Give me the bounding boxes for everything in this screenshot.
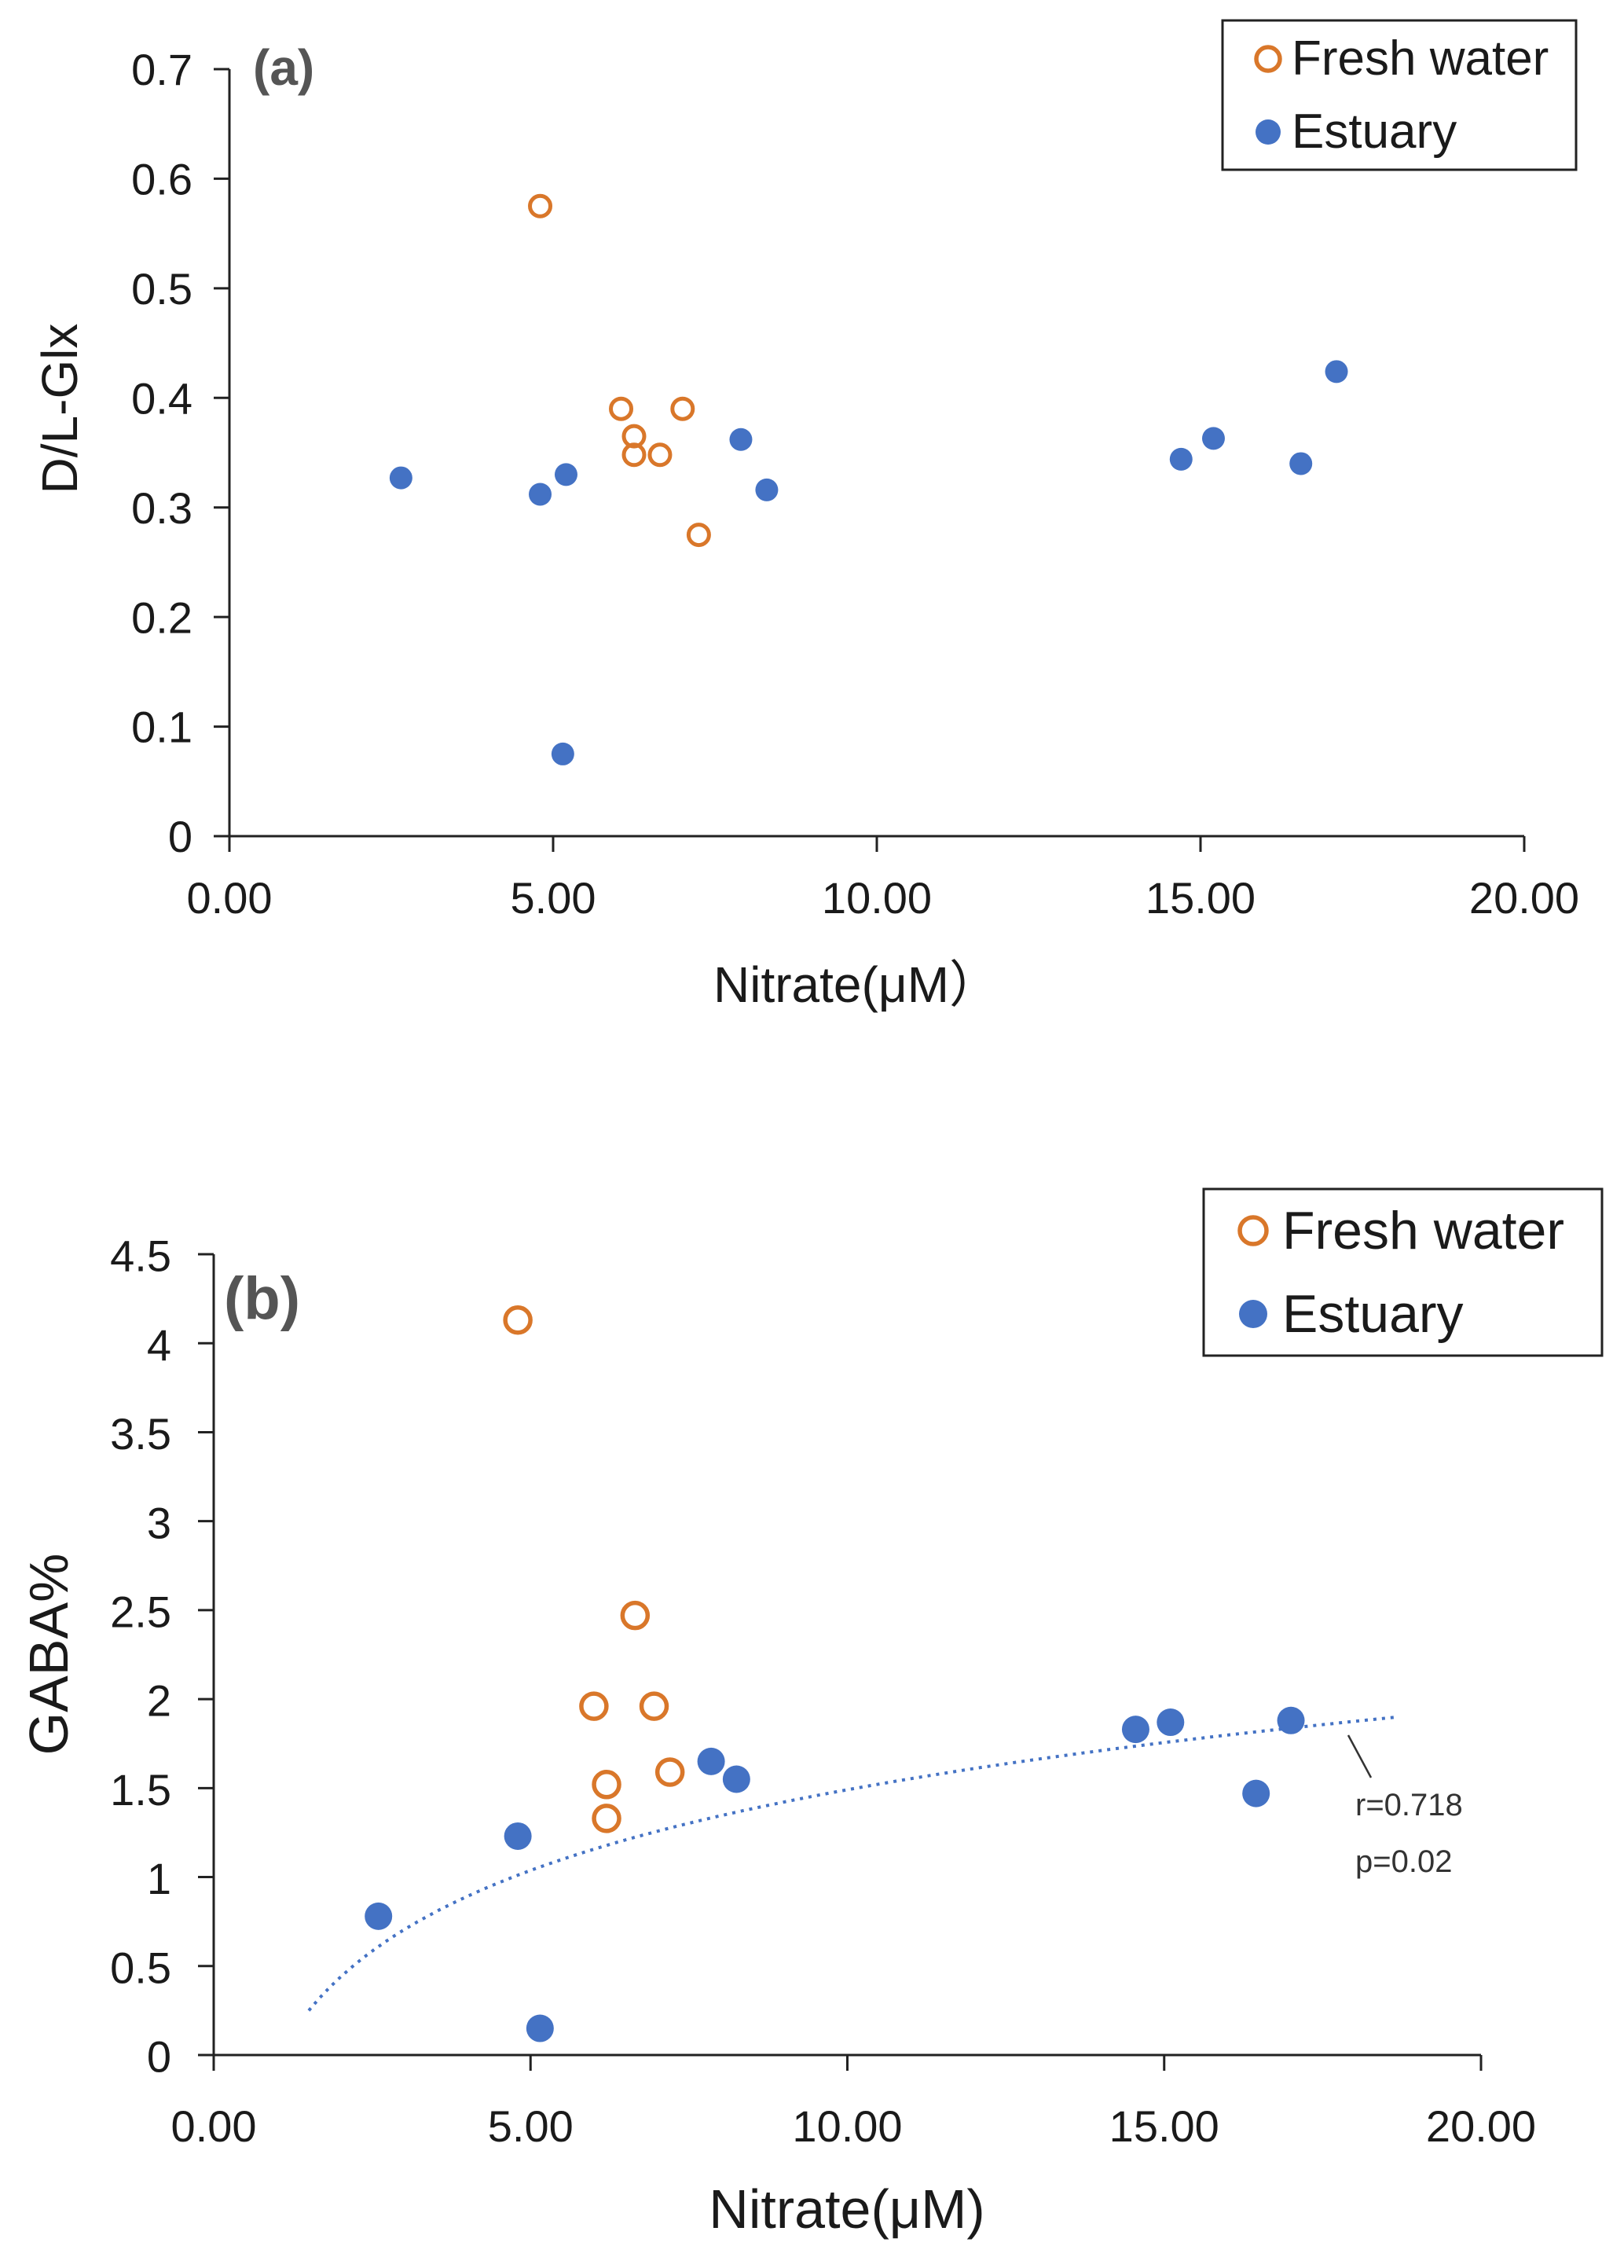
estuary-point: [1325, 360, 1348, 384]
fresh-water-point: [647, 442, 673, 468]
y-tick-label: 4.5: [110, 1231, 171, 1281]
x-tick-label: 15.00: [1109, 2101, 1219, 2151]
y-axis-title: D/L-Glx: [31, 324, 88, 494]
fresh-water-point: [654, 1757, 685, 1787]
estuary-point: [526, 2014, 554, 2042]
estuary-point: [551, 742, 574, 765]
log-trendline: [307, 1715, 1399, 2012]
y-tick-label: 3: [147, 1498, 171, 1547]
estuary-point: [1121, 1716, 1149, 1744]
y-tick-label: 0.2: [131, 593, 192, 642]
fresh-water-point: [609, 396, 634, 421]
estuary-point: [1169, 447, 1193, 471]
y-tick-label: 0.5: [110, 1943, 171, 1992]
y-axis-title: GABA%: [18, 1554, 79, 1756]
x-tick-label: 20.00: [1426, 2101, 1536, 2151]
x-axis-title: Nitrate(μM）: [713, 956, 999, 1013]
chart-panel-a: 0 0.1 0.2 0.3 0.4 0.5 0.6 0.7 0.00 5.00 10.00 15.0…: [31, 19, 1579, 1013]
fresh-water-point: [503, 1305, 533, 1335]
x-axis-title: Nitrate(μM): [709, 2178, 984, 2240]
fresh-water-point: [686, 523, 711, 548]
legend-fresh-water-label: Fresh water: [1292, 31, 1549, 86]
y-tick-group: 0 0.5 1 1.5 2 2.5 3 3.5 4 4.5: [110, 1231, 214, 2082]
y-tick-label: 2: [147, 1676, 171, 1726]
estuary-point: [1242, 1779, 1270, 1807]
fresh-water-point: [528, 193, 553, 218]
legend-box: [1202, 1187, 1604, 1357]
x-tick-label: 10.00: [822, 873, 932, 923]
estuary-point: [1289, 452, 1313, 475]
estuary-point: [697, 1747, 725, 1775]
annotation-p-value: p=0.02: [1355, 1844, 1452, 1879]
estuary-point: [755, 478, 779, 501]
y-tick-label: 0.5: [131, 264, 192, 314]
estuary-point: [1277, 1706, 1305, 1734]
y-tick-label: 0: [147, 2032, 171, 2082]
x-tick-label: 5.00: [488, 2101, 574, 2151]
x-tick-label: 0.00: [171, 2101, 257, 2151]
legend-fresh-water-marker: [1254, 45, 1282, 73]
y-tick-label: 0.7: [131, 45, 192, 94]
y-tick-label: 0.6: [131, 155, 192, 204]
x-tick-group: 0.00 5.00 10.00 15.00 20.00: [171, 2055, 1536, 2151]
x-tick-label: 0.00: [187, 873, 273, 923]
x-tick-label: 15.00: [1146, 873, 1256, 923]
legend-fresh-water-marker: [1237, 1215, 1269, 1246]
estuary-point: [1157, 1708, 1185, 1737]
estuary-point: [1201, 427, 1225, 450]
legend-estuary-marker: [1256, 119, 1281, 145]
fresh-water-point: [670, 396, 695, 421]
legend: Fresh water Estuary: [1202, 1187, 1604, 1357]
estuary-point: [722, 1765, 750, 1793]
x-tick-label: 20.00: [1469, 873, 1579, 923]
estuary-point: [389, 466, 412, 490]
x-tick-group: 0.00 5.00 10.00 15.00 20.00: [187, 836, 1579, 923]
legend-estuary-label: Estuary: [1292, 105, 1457, 159]
legend: Fresh water Estuary: [1221, 19, 1578, 171]
legend-estuary-label: Estuary: [1282, 1284, 1464, 1344]
fresh-water-point: [579, 1691, 609, 1721]
legend-fresh-water-label: Fresh water: [1282, 1201, 1564, 1261]
y-tick-label: 3.5: [110, 1409, 171, 1459]
panel-label: (b): [224, 1265, 300, 1332]
estuary-point: [554, 463, 577, 486]
fresh-water-point: [592, 1804, 621, 1833]
estuary-point: [729, 428, 753, 451]
annotation-leader-line: [1347, 1734, 1373, 1778]
panel-label: (a): [253, 39, 314, 96]
marker-group: [389, 193, 1348, 765]
legend-estuary-marker: [1239, 1300, 1267, 1328]
fresh-water-point: [592, 1770, 621, 1800]
y-tick-group: 0 0.1 0.2 0.3 0.4 0.5 0.6 0.7: [131, 45, 229, 861]
fresh-water-point: [639, 1691, 669, 1721]
x-tick-label: 10.00: [792, 2101, 902, 2151]
y-tick-label: 0.1: [131, 703, 192, 752]
y-tick-label: 0: [168, 812, 192, 861]
y-tick-label: 2.5: [110, 1587, 171, 1636]
fresh-water-point: [621, 442, 647, 468]
x-tick-label: 5.00: [511, 873, 596, 923]
y-tick-label: 1: [147, 1854, 171, 1903]
chart-panel-b: 0 0.5 1 1.5 2 2.5 3 3.5 4 4.5 0.00 5.00 10.00 15.00 2…: [18, 1187, 1604, 2240]
marker-group: [365, 1305, 1305, 2042]
estuary-point: [504, 1822, 532, 1850]
y-tick-label: 4: [147, 1320, 171, 1370]
fresh-water-point: [620, 1600, 651, 1631]
estuary-point: [365, 1902, 393, 1930]
y-tick-label: 1.5: [110, 1765, 171, 1815]
estuary-point: [529, 483, 552, 506]
annotation-r-value: r=0.718: [1355, 1788, 1463, 1822]
y-tick-label: 0.3: [131, 483, 192, 533]
y-tick-label: 0.4: [131, 373, 192, 423]
legend-box: [1221, 19, 1578, 171]
